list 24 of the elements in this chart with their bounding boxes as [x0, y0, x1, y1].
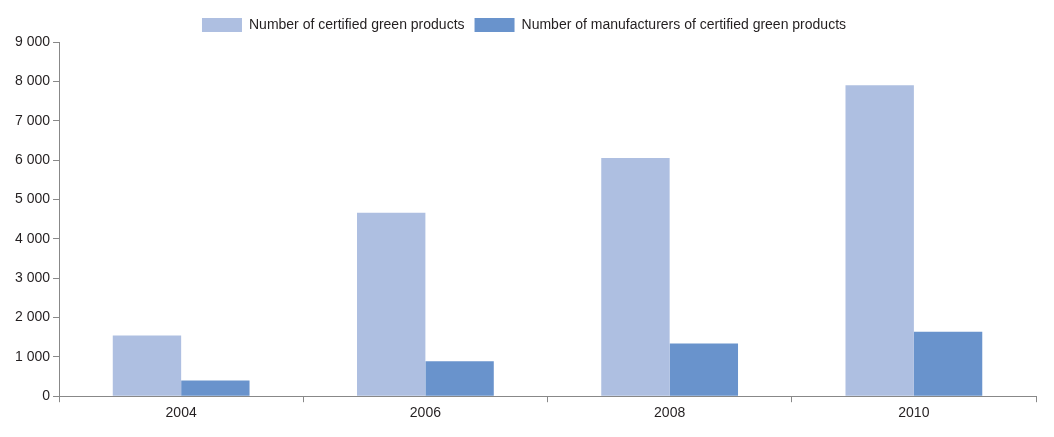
- y-tick-label: 8 000: [14, 72, 51, 89]
- x-tick-label: 2004: [165, 404, 197, 421]
- y-tick-label: 6 000: [14, 150, 51, 167]
- legend-label: Number of manufacturers of certified green products: [521, 15, 847, 32]
- x-tick-label: 2010: [898, 404, 930, 421]
- y-tick-label: 4 000: [14, 229, 51, 246]
- x-tick-label: 2006: [409, 404, 442, 421]
- x-tick-label: 2008: [654, 404, 686, 421]
- y-tick-label: 0: [42, 387, 51, 404]
- bar: [913, 331, 983, 396]
- bar: [601, 158, 670, 396]
- bar: [425, 361, 494, 396]
- bar: [845, 85, 914, 396]
- bar: [357, 212, 426, 396]
- y-tick-label: 1 000: [14, 347, 51, 364]
- y-tick-label: 7 000: [14, 111, 51, 128]
- y-tick-label: 5 000: [14, 190, 51, 207]
- legend-label: Number of certified green products: [248, 15, 465, 32]
- bar: [669, 343, 739, 396]
- y-tick-label: 9 000: [14, 32, 51, 49]
- bar: [112, 335, 182, 396]
- bar: [181, 380, 250, 396]
- y-tick-label: 2 000: [14, 308, 51, 325]
- y-tick-label: 3 000: [14, 268, 51, 285]
